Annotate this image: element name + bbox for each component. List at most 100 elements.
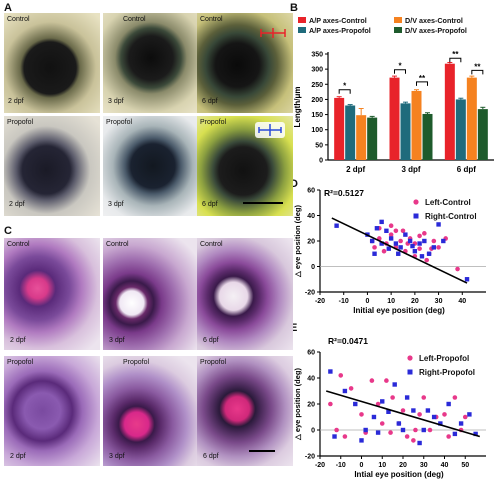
x-tick-label: 3 dpf xyxy=(401,165,420,174)
data-point xyxy=(417,233,422,239)
bar xyxy=(389,77,400,160)
data-point xyxy=(363,427,368,433)
data-point xyxy=(379,219,384,225)
data-point xyxy=(417,241,422,246)
histology-propofol-6dpf: Propofol 6 dpf xyxy=(197,356,293,466)
bar xyxy=(334,97,345,160)
y-tick-label: 350 xyxy=(311,52,323,59)
photo-bottom-label: 6 dpf xyxy=(203,337,219,344)
bar xyxy=(466,77,477,160)
data-point xyxy=(384,228,389,233)
histology-control-3dpf: Control 3 dpf xyxy=(103,238,199,350)
data-point xyxy=(342,388,348,394)
data-point xyxy=(381,248,387,254)
data-point xyxy=(396,421,402,426)
data-point xyxy=(379,421,385,426)
photo-propofol-2dpf: Propofol 2 dpf xyxy=(4,116,100,216)
legend-swatch xyxy=(394,17,402,23)
x-tick-label: 30 xyxy=(420,462,428,469)
legend-label: A/P axes-Propofol xyxy=(309,26,371,35)
y-tick-label: 40 xyxy=(307,376,315,383)
data-point xyxy=(384,378,389,383)
data-point xyxy=(427,427,433,433)
photo-control-2dpf: Control 2 dpf xyxy=(4,13,100,113)
x-tick-label: 20 xyxy=(399,462,407,469)
significance-bracket xyxy=(338,89,351,94)
photo-top-label: Propofol xyxy=(200,119,227,126)
legend-label: Right-Propofol xyxy=(419,368,475,377)
photo-top-label: Propofol xyxy=(7,359,34,366)
data-point xyxy=(424,257,430,263)
data-point xyxy=(369,378,375,383)
data-point xyxy=(464,277,470,282)
photo-bottom-label: 2 dpf xyxy=(10,337,26,344)
data-point xyxy=(452,431,458,437)
data-point xyxy=(473,431,478,437)
y-tick-label: 50 xyxy=(315,142,323,149)
data-point xyxy=(413,427,418,433)
bar xyxy=(367,117,378,160)
scatter-propofol-eye-position: -20 0 20 40 60 -20 -10 0 10 20 30 40 50 Intial eye po… xyxy=(293,336,486,479)
y-tick-label: 20 xyxy=(307,239,315,246)
data-point xyxy=(403,232,408,237)
data-point xyxy=(421,427,426,433)
x-tick-label: 10 xyxy=(378,462,386,469)
y-tick-label: 100 xyxy=(311,127,323,134)
data-point xyxy=(388,236,394,241)
data-point xyxy=(386,409,391,414)
data-point xyxy=(371,414,377,420)
data-point xyxy=(421,395,427,400)
photo-top-label: Propofol xyxy=(106,119,133,126)
y-tick-label: 20 xyxy=(307,402,315,409)
photo-top-label: Control xyxy=(123,16,146,23)
photo-control-3dpf: Control 3 dpf xyxy=(103,13,199,113)
data-point xyxy=(398,245,403,250)
x-tick-label: 40 xyxy=(458,298,466,305)
significance-bracket xyxy=(394,69,406,74)
legend-label: D/V axes-Propofol xyxy=(405,26,467,35)
regression-line xyxy=(331,217,468,284)
x-tick-label: 50 xyxy=(461,462,469,469)
x-tick-label: -10 xyxy=(339,298,349,305)
data-point xyxy=(393,228,399,234)
legend-marker xyxy=(413,199,419,205)
data-point xyxy=(388,232,394,237)
data-point xyxy=(411,408,416,413)
legend-swatch xyxy=(298,17,306,23)
data-point xyxy=(404,434,410,439)
data-point xyxy=(338,373,344,378)
significance-mark: ** xyxy=(452,50,459,59)
data-point xyxy=(386,246,391,251)
photo-bottom-label: 2 dpf xyxy=(9,201,25,208)
photo-top-label: Propofol xyxy=(123,359,150,366)
data-point xyxy=(328,369,333,374)
data-point xyxy=(417,246,422,251)
data-point xyxy=(417,412,422,417)
scale-bar xyxy=(243,202,283,204)
data-point xyxy=(388,430,393,435)
panel-label-d: D xyxy=(290,178,298,190)
photo-top-label: Control xyxy=(200,241,223,248)
r-squared-annotation: R²=0.0471 xyxy=(328,336,368,346)
data-point xyxy=(375,401,381,407)
data-point xyxy=(388,223,394,228)
panel-label-c: C xyxy=(4,225,12,237)
data-point xyxy=(398,238,403,244)
photo-bottom-label: 2 dpf xyxy=(8,98,24,105)
legend-label: Left-Control xyxy=(425,198,471,207)
x-tick-label: 6 dpf xyxy=(457,165,476,174)
photo-top-label: Control xyxy=(7,241,30,248)
data-point xyxy=(400,408,406,413)
data-point xyxy=(431,414,437,420)
significance-mark: * xyxy=(343,82,347,91)
data-point xyxy=(419,254,425,259)
y-tick-label: 150 xyxy=(311,112,323,119)
significance-mark: ** xyxy=(419,74,426,83)
data-point xyxy=(379,241,384,246)
y-tick-label: 60 xyxy=(307,350,315,357)
photo-bottom-label: 3 dpf xyxy=(109,337,125,344)
data-point xyxy=(425,408,431,413)
legend-marker xyxy=(407,355,413,361)
data-point xyxy=(446,434,451,439)
